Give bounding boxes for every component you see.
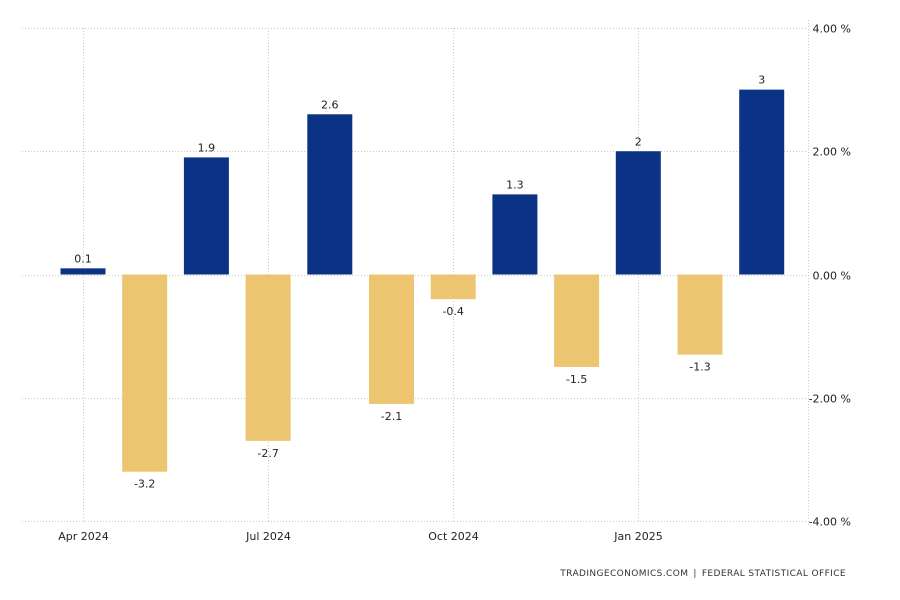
- y-tick-label: 0.00 %: [813, 270, 851, 283]
- bar-negative: [245, 274, 291, 441]
- source-office: FEDERAL STATISTICAL OFFICE: [701, 569, 846, 579]
- data-label: 2: [635, 135, 642, 148]
- data-labels: 0.1 -3.2 1.9 -2.7 2.6 -2.1 -0.4 1.3 -1.5 2 -1.3 3: [74, 74, 765, 491]
- data-label: -2.1: [381, 410, 402, 423]
- source-separator: |: [693, 569, 697, 579]
- y-axis: 4.00 % 2.00 % 0.00 % -2.00 % -4.00 %: [809, 23, 851, 529]
- bar-negative: [430, 274, 476, 300]
- bar-negative: [554, 274, 600, 367]
- x-tick-label: Jan 2025: [613, 530, 662, 543]
- data-label: -1.5: [566, 373, 587, 386]
- x-tick-label: Jul 2024: [245, 530, 291, 543]
- data-label: 3: [758, 74, 765, 87]
- x-axis: Apr 2024 Jul 2024 Oct 2024 Jan 2025: [58, 530, 662, 543]
- bar-negative: [677, 274, 723, 355]
- bar-positive: [615, 151, 661, 275]
- bar-negative: [122, 274, 168, 472]
- data-label: 1.3: [506, 178, 524, 191]
- data-label: 1.9: [198, 141, 216, 154]
- y-tick-label: -2.00 %: [809, 393, 851, 406]
- data-label: 0.1: [74, 252, 92, 265]
- bar-negative: [369, 274, 414, 404]
- y-tick-label: 2.00 %: [813, 146, 851, 159]
- data-label: -1.3: [689, 361, 710, 374]
- bar-positive: [183, 157, 229, 275]
- bar-positive: [739, 89, 785, 275]
- source-provider: TRADINGECONOMICS.COM: [560, 569, 689, 579]
- x-tick-label: Oct 2024: [428, 530, 479, 543]
- data-label: -2.7: [257, 447, 278, 460]
- y-tick-label: -4.00 %: [809, 516, 851, 529]
- bar-positive: [307, 114, 353, 275]
- y-tick-label: 4.00 %: [813, 23, 851, 36]
- bar-positive: [492, 194, 538, 275]
- data-label: 2.6: [321, 98, 339, 111]
- source-credit: TRADINGECONOMICS.COM | FEDERAL STATISTICAL…: [560, 569, 846, 579]
- data-label: -0.4: [442, 305, 463, 318]
- bars: [60, 89, 785, 472]
- bar-positive: [60, 268, 106, 275]
- data-label: -3.2: [134, 478, 155, 491]
- x-tick-label: Apr 2024: [58, 530, 109, 543]
